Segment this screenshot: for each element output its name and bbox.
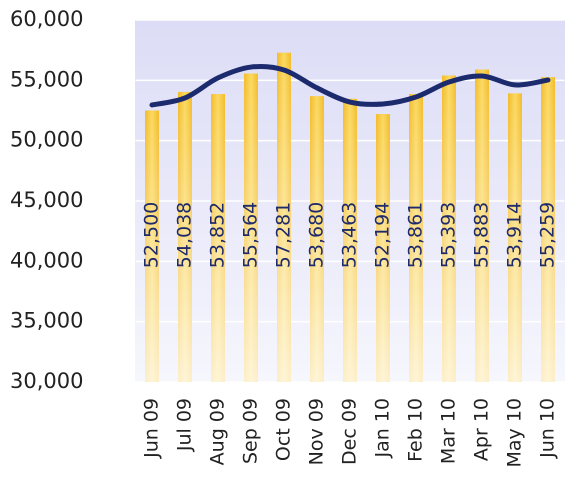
x-tick-label: May 10	[504, 398, 526, 468]
y-tick-label: 60,000	[10, 7, 83, 31]
data-label: 52,194	[372, 202, 394, 268]
y-tick-label: 45,000	[10, 188, 83, 212]
data-label: 53,680	[306, 202, 328, 268]
bar-highlight	[475, 69, 489, 382]
bar-highlight	[277, 52, 291, 382]
bar-highlight	[541, 77, 555, 382]
x-tick-label: Jun 09	[141, 398, 163, 459]
bar-highlight	[178, 91, 192, 382]
data-label: 53,463	[339, 202, 361, 268]
x-tick-label: Aug 09	[207, 398, 229, 465]
data-label: 53,852	[207, 202, 229, 268]
y-tick-label: 40,000	[10, 248, 83, 272]
data-label: 55,883	[471, 202, 493, 268]
data-label: 55,259	[537, 202, 559, 268]
data-label: 54,038	[174, 202, 196, 268]
x-tick-label: Sep 09	[240, 398, 262, 464]
x-tick-label: Feb 10	[405, 398, 427, 462]
x-tick-label: Jun 10	[537, 398, 559, 459]
y-tick-label: 50,000	[10, 128, 83, 152]
data-label: 52,500	[141, 202, 163, 268]
x-tick-label: Jan 10	[372, 398, 394, 459]
bar-highlight	[442, 75, 456, 383]
y-tick-label: 35,000	[10, 309, 83, 333]
x-tick-label: Dec 09	[339, 398, 361, 465]
bar-highlight	[343, 98, 357, 383]
x-tick-label: Apr 10	[471, 398, 493, 461]
data-label: 57,281	[273, 202, 295, 268]
data-label: 55,393	[438, 202, 460, 268]
bar-highlight	[508, 93, 522, 382]
trend-line	[149, 63, 551, 108]
data-label: 53,861	[405, 202, 427, 268]
y-tick-label: 55,000	[10, 67, 83, 91]
x-tick-label: Jul 09	[174, 398, 196, 452]
bar-highlight	[211, 94, 225, 383]
bar-highlight	[376, 114, 390, 383]
data-label: 55,564	[240, 202, 262, 268]
bar-highlight	[145, 110, 159, 382]
bar-highlight	[409, 94, 423, 382]
bar-highlight	[310, 96, 324, 383]
data-label: 53,914	[504, 202, 526, 268]
bar-highlight	[244, 73, 258, 382]
x-tick-label: Mar 10	[438, 398, 460, 464]
y-tick-label: 30,000	[10, 369, 83, 393]
x-tick-label: Oct 09	[273, 398, 295, 461]
x-tick-label: Nov 09	[306, 398, 328, 465]
